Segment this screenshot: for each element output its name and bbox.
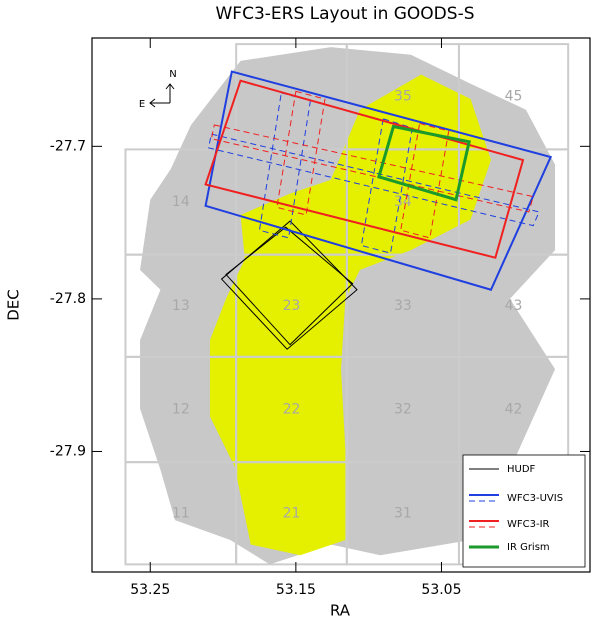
x-tick-label: 53.15 <box>276 582 316 598</box>
tile-label: 11 <box>172 505 190 521</box>
tile-label: 22 <box>283 402 301 418</box>
tile-label: 12 <box>172 402 190 418</box>
footprint <box>225 226 354 346</box>
chart-title: WFC3-ERS Layout in GOODS-S <box>216 4 475 24</box>
legend-label: IR Grism <box>507 542 550 553</box>
tile-label: 42 <box>505 402 523 418</box>
tile-label: 31 <box>394 505 412 521</box>
y-axis-label: DEC <box>5 289 23 321</box>
y-tick-label: -27.9 <box>50 443 86 459</box>
compass-arrow <box>165 83 175 90</box>
axes-frame <box>91 37 591 573</box>
legend-label: WFC3-UVIS <box>507 493 563 504</box>
tile-label: 43 <box>505 298 523 314</box>
footprint <box>207 133 540 227</box>
source-region <box>209 74 491 556</box>
tile-label: 23 <box>283 298 301 314</box>
x-tick-label: 53.05 <box>421 582 461 598</box>
x-axis-label: RA <box>330 602 351 620</box>
tile-label: 34 <box>394 194 412 210</box>
compass-label: E <box>139 99 145 110</box>
legend-label: WFC3-IR <box>507 519 550 530</box>
compass-label: N <box>169 69 176 80</box>
tile-label: 45 <box>505 89 523 105</box>
footprint <box>360 118 413 254</box>
x-tick-label: 53.25 <box>130 582 170 598</box>
tile-label: 33 <box>394 298 412 314</box>
tile-label: 21 <box>283 505 301 521</box>
tile-label: 14 <box>172 194 190 210</box>
tile-label: 32 <box>394 402 412 418</box>
y-tick-label: -27.8 <box>50 291 86 307</box>
legend-label: HUDF <box>507 464 536 475</box>
tile <box>457 43 570 151</box>
footprint <box>276 90 326 216</box>
tile-label: 13 <box>172 298 190 314</box>
tile-label: 35 <box>394 89 412 105</box>
footprint <box>377 124 471 202</box>
plot-layer: 11 12 13 14 21 22 23 31 32 33 34 35 42 43 45 <box>124 43 570 566</box>
compass-arrow <box>149 98 156 108</box>
y-tick-label: -27.7 <box>50 138 86 154</box>
footprint <box>400 122 450 239</box>
footprint <box>220 220 358 350</box>
footprint <box>210 124 534 213</box>
